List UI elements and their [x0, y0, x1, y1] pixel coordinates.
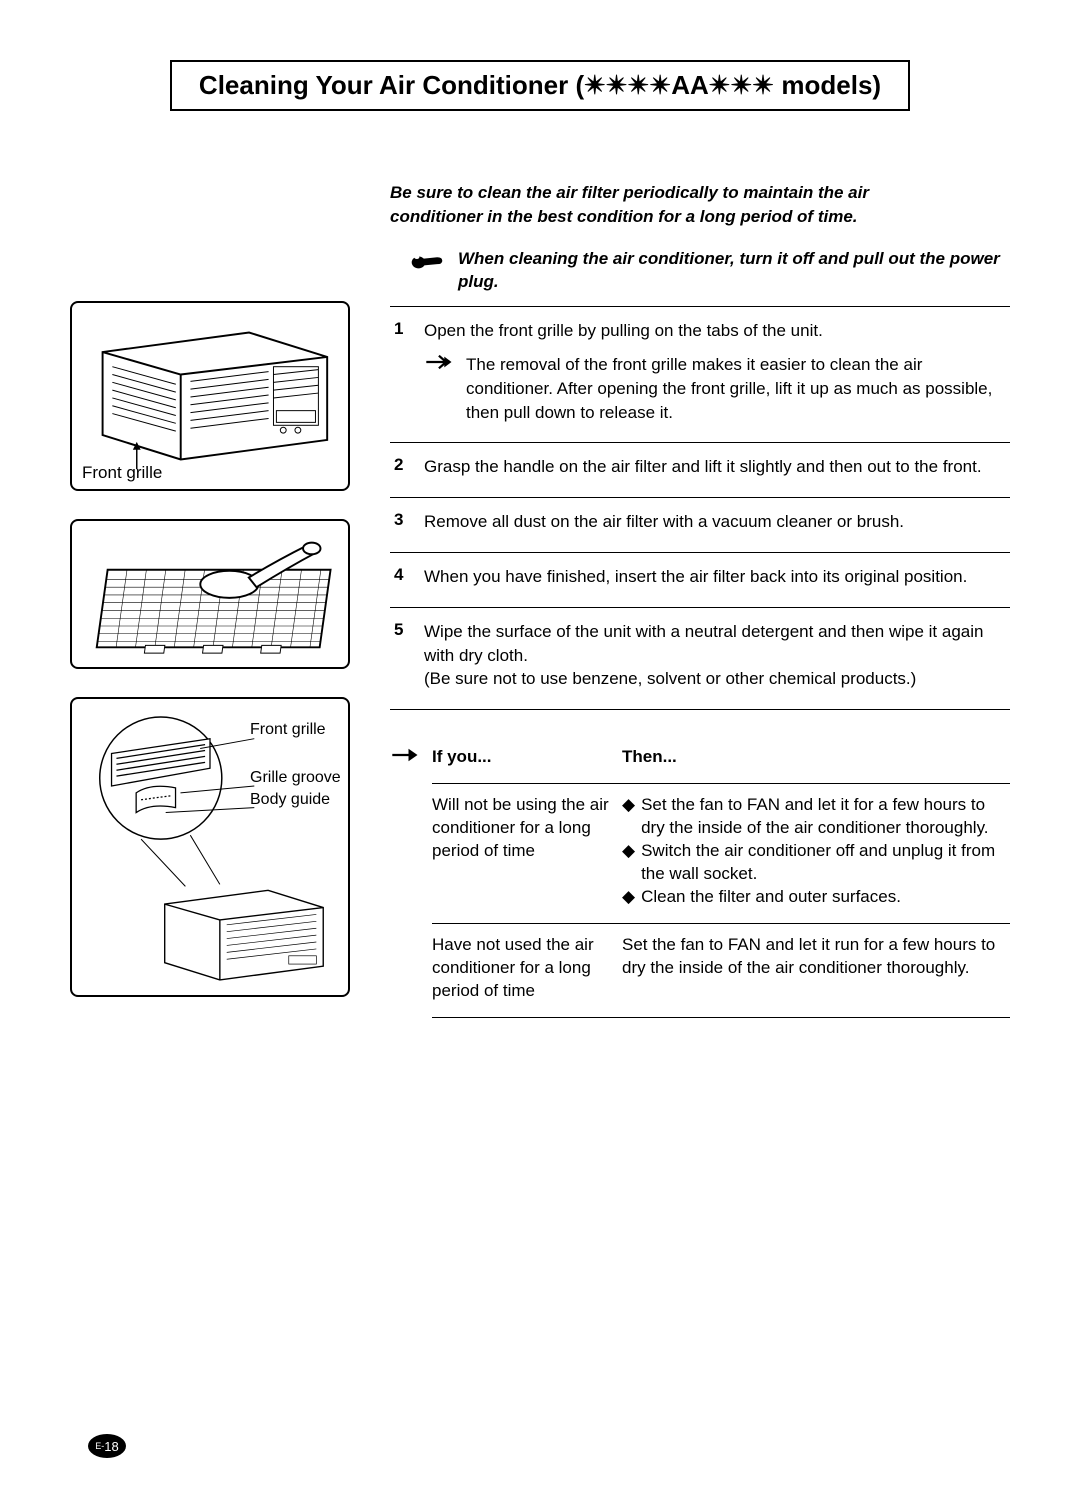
- step-text: Grasp the handle on the air filter and l…: [424, 455, 1010, 479]
- step-item: 3 Remove all dust on the air filter with…: [390, 497, 1010, 552]
- page-number-badge: E-18: [88, 1434, 126, 1458]
- callout-grille-groove: Grille groove: [250, 769, 341, 787]
- arrow-right-icon: [390, 736, 418, 1017]
- figure-label: Front grille: [82, 463, 162, 483]
- cell-then: Set the fan to FAN and let it run for a …: [622, 934, 1010, 1003]
- diamond-bullet-icon: ◆: [622, 794, 635, 840]
- arrow-right-icon: [424, 353, 452, 424]
- bullet-text: Set the fan to FAN and let it for a few …: [641, 794, 1010, 840]
- step-number: 1: [390, 319, 406, 424]
- step-item: 5 Wipe the surface of the unit with a ne…: [390, 607, 1010, 710]
- diamond-bullet-icon: ◆: [622, 840, 635, 886]
- instructions-column: Be sure to clean the air filter periodic…: [390, 181, 1010, 1025]
- grille-reinsert-illustration: [82, 709, 338, 985]
- figure-filter-vacuum: [70, 519, 350, 669]
- step-item: 4 When you have finished, insert the air…: [390, 552, 1010, 607]
- hand-pointer-icon: [410, 247, 444, 271]
- bullet-item: ◆Switch the air conditioner off and unpl…: [622, 840, 1010, 886]
- bullet-text: Switch the air conditioner off and unplu…: [641, 840, 1010, 886]
- step-text: Wipe the surface of the unit with a neut…: [424, 620, 1010, 691]
- figure-grille-reinsert: Front grille Grille groove Body guide: [70, 697, 350, 997]
- step-body: Open the front grille by pulling on the …: [424, 319, 1010, 424]
- page-number-value: 18: [104, 1439, 118, 1454]
- intro-text: Be sure to clean the air filter periodic…: [390, 181, 950, 229]
- step-subtext: The removal of the front grille makes it…: [466, 353, 1010, 424]
- bullet-item: ◆ Clean the filter and outer surfaces.: [622, 886, 1010, 909]
- step-text: Remove all dust on the air filter with a…: [424, 510, 1010, 534]
- figure-ac-unit: Front grille: [70, 301, 350, 491]
- step-number: 4: [390, 565, 406, 589]
- step-number: 2: [390, 455, 406, 479]
- cell-if: Will not be using the air conditioner fo…: [432, 794, 622, 909]
- step-text: When you have finished, insert the air f…: [424, 565, 1010, 589]
- cell-then: ◆Set the fan to FAN and let it for a few…: [622, 794, 1010, 909]
- header-then: Then...: [622, 746, 1010, 769]
- step-subrow: The removal of the front grille makes it…: [424, 353, 1010, 424]
- step-item: 1 Open the front grille by pulling on th…: [390, 306, 1010, 442]
- page-title: Cleaning Your Air Conditioner (✴✴✴✴AA✴✴✴…: [196, 70, 884, 101]
- page-number: E-18: [88, 1434, 126, 1458]
- step-item: 2 Grasp the handle on the air filter and…: [390, 442, 1010, 497]
- content-columns: Front grille: [70, 181, 1010, 1025]
- step-text: Open the front grille by pulling on the …: [424, 321, 823, 340]
- filter-vacuum-illustration: [82, 531, 338, 657]
- table-row: Will not be using the air conditioner fo…: [432, 783, 1010, 923]
- table-header-row: If you... Then...: [432, 736, 1010, 783]
- warning-text: When cleaning the air conditioner, turn …: [458, 247, 1010, 295]
- table-row: Have not used the air conditioner for a …: [432, 923, 1010, 1018]
- page-prefix: E-: [95, 1441, 104, 1451]
- bullet-text: Clean the filter and outer surfaces.: [641, 886, 901, 909]
- header-if: If you...: [432, 746, 622, 769]
- ac-unit-illustration: [82, 313, 338, 479]
- diamond-bullet-icon: ◆: [622, 886, 635, 909]
- if-then-section: If you... Then... Will not be using the …: [390, 736, 1010, 1017]
- title-box: Cleaning Your Air Conditioner (✴✴✴✴AA✴✴✴…: [170, 60, 910, 111]
- bullet-item: ◆Set the fan to FAN and let it for a few…: [622, 794, 1010, 840]
- callout-front-grille: Front grille: [250, 721, 326, 739]
- step-number: 3: [390, 510, 406, 534]
- figures-column: Front grille: [70, 181, 350, 1025]
- warning-row: When cleaning the air conditioner, turn …: [390, 247, 1010, 295]
- if-then-table: If you... Then... Will not be using the …: [432, 736, 1010, 1017]
- step-number: 5: [390, 620, 406, 691]
- steps-list: 1 Open the front grille by pulling on th…: [390, 306, 1010, 710]
- manual-page: Cleaning Your Air Conditioner (✴✴✴✴AA✴✴✴…: [0, 0, 1080, 1510]
- callout-body-guide: Body guide: [250, 791, 330, 809]
- cell-if: Have not used the air conditioner for a …: [432, 934, 622, 1003]
